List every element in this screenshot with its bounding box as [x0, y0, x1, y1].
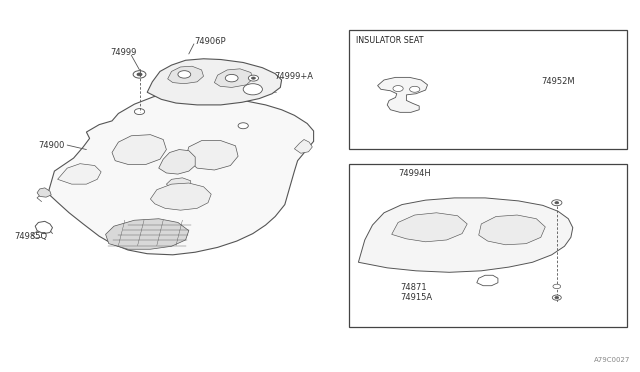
- Text: 74871: 74871: [400, 283, 427, 292]
- Text: 74906P: 74906P: [195, 37, 226, 46]
- Polygon shape: [186, 141, 238, 170]
- Polygon shape: [37, 188, 51, 197]
- Bar: [349, 30, 627, 149]
- Text: 74915A: 74915A: [400, 293, 432, 302]
- Circle shape: [393, 86, 403, 92]
- Text: 74999+A: 74999+A: [274, 72, 313, 81]
- Polygon shape: [378, 77, 428, 112]
- Polygon shape: [358, 198, 573, 272]
- Text: 74994H: 74994H: [399, 169, 431, 178]
- Polygon shape: [106, 219, 189, 249]
- Circle shape: [555, 296, 559, 299]
- Text: INSULATOR SEAT: INSULATOR SEAT: [356, 36, 424, 45]
- Circle shape: [552, 200, 562, 206]
- Text: A79C0027: A79C0027: [594, 357, 630, 363]
- Polygon shape: [392, 213, 467, 242]
- Polygon shape: [112, 135, 166, 164]
- Polygon shape: [159, 150, 195, 174]
- Circle shape: [137, 73, 142, 76]
- Text: 74985Q: 74985Q: [14, 232, 47, 241]
- Polygon shape: [214, 69, 253, 87]
- Circle shape: [553, 284, 561, 289]
- Polygon shape: [48, 93, 314, 255]
- Circle shape: [133, 71, 146, 78]
- Circle shape: [552, 295, 561, 300]
- Polygon shape: [58, 164, 101, 184]
- Bar: [349, 164, 627, 327]
- Polygon shape: [166, 178, 191, 190]
- Circle shape: [243, 84, 262, 95]
- Circle shape: [410, 86, 420, 92]
- Circle shape: [238, 123, 248, 129]
- Text: 74952M: 74952M: [541, 77, 575, 86]
- Polygon shape: [35, 221, 52, 234]
- Circle shape: [555, 202, 559, 204]
- Circle shape: [252, 77, 255, 79]
- Polygon shape: [477, 275, 498, 286]
- Text: 74999: 74999: [110, 48, 136, 57]
- Circle shape: [134, 109, 145, 115]
- Polygon shape: [294, 140, 312, 153]
- Polygon shape: [168, 66, 204, 84]
- Polygon shape: [150, 183, 211, 210]
- Circle shape: [225, 74, 238, 82]
- Polygon shape: [147, 59, 282, 105]
- Text: 74900: 74900: [38, 141, 65, 150]
- Circle shape: [178, 71, 191, 78]
- Polygon shape: [479, 215, 545, 245]
- Circle shape: [248, 75, 259, 81]
